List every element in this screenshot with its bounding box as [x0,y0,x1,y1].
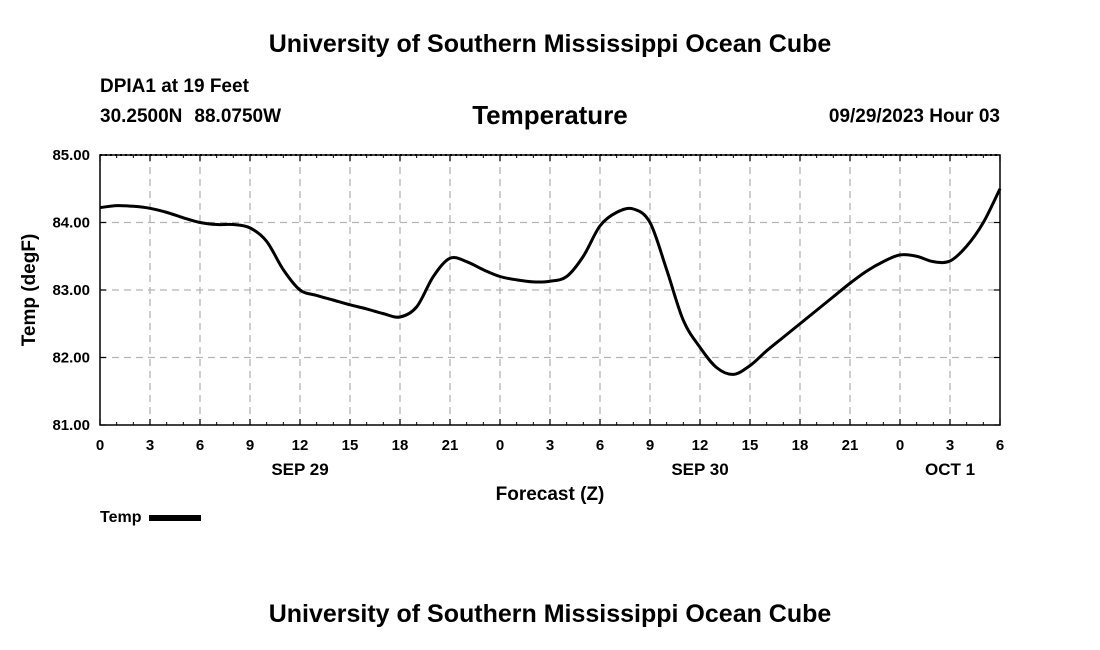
y-tick-label: 82.00 [52,350,90,367]
x-tick-label: 3 [146,437,154,454]
legend: Temp [100,509,202,527]
variable-title: Temperature [472,100,628,130]
x-tick-label: 21 [442,437,459,454]
date-label: OCT 1 [925,460,975,479]
y-tick-label: 83.00 [52,282,90,299]
x-tick-label: 0 [96,437,104,454]
y-axis-label: Temp (degF) [19,234,40,347]
x-tick-label: 12 [692,437,709,454]
chart-main-title: University of Southern Mississippi Ocean… [268,30,832,58]
x-tick-label: 9 [246,437,254,454]
x-tick-label: 18 [792,437,809,454]
x-tick-label: 6 [196,437,204,454]
x-tick-label: 18 [392,437,409,454]
x-tick-label: 15 [342,437,359,454]
x-tick-label: 0 [496,437,504,454]
x-tick-label: 0 [896,437,904,454]
latitude: 30.2500N [100,106,183,127]
legend-label: Temp [100,509,142,526]
station-label: DPIA1 at 19 Feet [100,76,249,97]
x-tick-label: 3 [546,437,554,454]
date-label: SEP 30 [671,460,728,479]
temp-series-line [99,188,1002,376]
x-tick-label: 6 [996,437,1004,454]
footer-title: University of Southern Mississippi Ocean… [268,600,832,628]
longitude: 88.0750W [194,106,282,127]
coordinates: 30.2500N 88.0750W [100,106,281,128]
x-tick-label: 6 [596,437,604,454]
x-tick-label: 21 [842,437,859,454]
legend-line-swatch [149,514,202,521]
y-tick-label: 85.00 [52,147,90,164]
y-tick-label: 81.00 [52,417,90,434]
x-axis-label: Forecast (Z) [496,484,605,505]
x-tick-label: 9 [646,437,654,454]
x-tick-label: 12 [292,437,309,454]
forecast-datetime: 09/29/2023 Hour 03 [828,106,1000,127]
x-tick-label: 3 [946,437,954,454]
date-label: SEP 29 [271,460,328,479]
x-tick-label: 15 [742,437,759,454]
y-tick-label: 84.00 [52,215,90,232]
